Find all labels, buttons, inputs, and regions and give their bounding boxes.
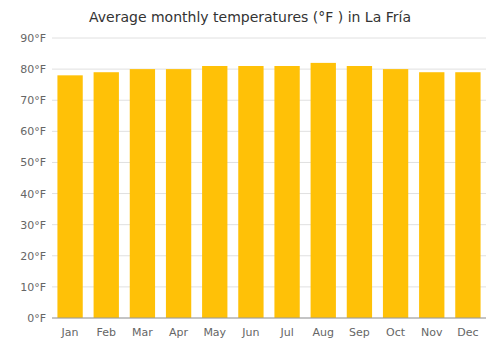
title: Average monthly temperatures (°F ) in La…: [89, 9, 411, 25]
y-tick-label: 70°F: [20, 94, 46, 107]
bar: [274, 66, 299, 318]
bar: [311, 63, 336, 318]
bar: [419, 72, 444, 318]
bar: [347, 66, 372, 318]
x-tick-label: Feb: [97, 326, 116, 339]
bars: [57, 63, 480, 318]
chart-svg: Average monthly temperatures (°F ) in La…: [0, 0, 500, 350]
x-tick-label: Jan: [61, 326, 79, 339]
y-tick-label: 40°F: [20, 188, 46, 201]
x-tick-label: Aug: [313, 326, 334, 339]
y-tick-label: 90°F: [20, 32, 46, 45]
grid-line: [52, 318, 486, 319]
chart-container: Average monthly temperatures (°F ) in La…: [0, 0, 500, 350]
bar: [130, 69, 155, 318]
grid-line: [52, 38, 486, 39]
bar: [166, 69, 191, 318]
y-tick-label: 80°F: [20, 63, 46, 76]
x-tick-label: Apr: [169, 326, 189, 339]
x-tick-label: Oct: [386, 326, 406, 339]
bar: [202, 66, 227, 318]
y-tick-label: 0°F: [27, 312, 46, 325]
y-tick-label: 10°F: [20, 281, 46, 294]
y-tick-label: 60°F: [20, 125, 46, 138]
grid-line: [52, 69, 486, 70]
x-tick-label: May: [203, 326, 226, 339]
bar: [57, 75, 82, 318]
x-tick-label: Nov: [421, 326, 443, 339]
x-tick-label: Jul: [279, 326, 293, 339]
x-axis: Jan Feb Mar Apr May Jun Jul Aug Sep Oct Nov Dec: [61, 326, 479, 339]
x-tick-label: Dec: [457, 326, 478, 339]
bar: [383, 69, 408, 318]
x-tick-label: Mar: [132, 326, 153, 339]
y-tick-label: 30°F: [20, 219, 46, 232]
y-axis: 0°F 10°F 20°F 30°F 40°F 50°F 60°F 70°F 80°F 90°F: [20, 32, 486, 325]
y-tick-label: 50°F: [20, 156, 46, 169]
y-tick-label: 20°F: [20, 250, 46, 263]
bar: [238, 66, 263, 318]
bar: [94, 72, 119, 318]
x-axis-line: [52, 318, 486, 319]
bar: [455, 72, 480, 318]
x-tick-label: Sep: [349, 326, 370, 339]
x-tick-label: Jun: [241, 326, 259, 339]
